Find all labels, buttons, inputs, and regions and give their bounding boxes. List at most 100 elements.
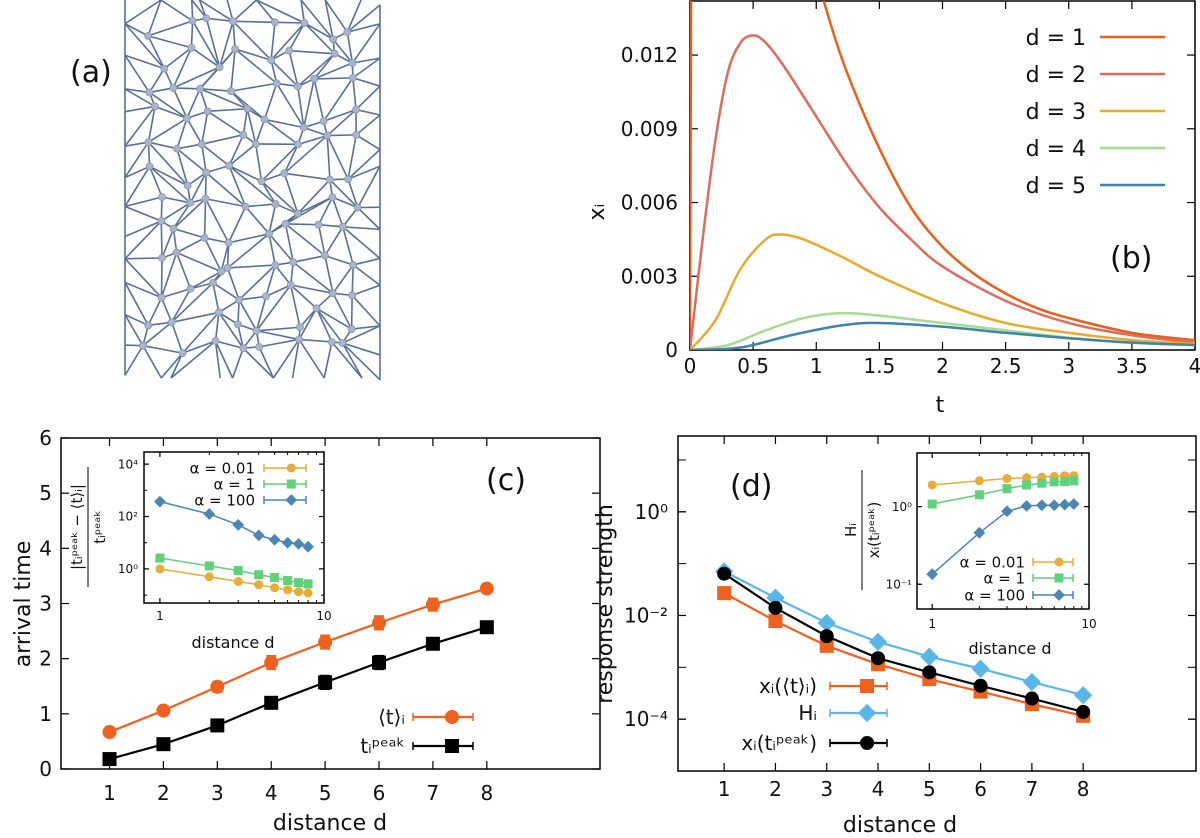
network-edge: [283, 134, 328, 174]
network-edge: [234, 48, 272, 61]
network-node: [215, 63, 224, 72]
network-edge: [332, 292, 353, 330]
series-group: [154, 495, 314, 598]
network-node: [229, 17, 237, 26]
y-tick-label: 10⁰: [892, 500, 912, 514]
data-point: [479, 620, 494, 635]
network-edge: [351, 264, 355, 296]
network-node: [252, 326, 261, 335]
data-point: [1020, 500, 1033, 512]
network-edge: [351, 294, 381, 327]
network-edge: [205, 197, 246, 208]
network-edge: [124, 345, 144, 376]
x-tick-label: 0: [684, 354, 697, 378]
network-edge: [347, 178, 359, 208]
y-axis-label: xᵢ: [585, 204, 610, 221]
data-point: [204, 561, 214, 571]
data-point: [102, 725, 117, 740]
network-edge: [124, 54, 165, 70]
network-edge: [293, 254, 326, 263]
network-edge: [176, 148, 189, 186]
network-node: [344, 175, 352, 183]
network-edge: [283, 144, 299, 174]
network-edge: [232, 21, 236, 50]
y-tick-label: 10⁴: [118, 457, 138, 471]
network-edge: [142, 321, 173, 347]
network-edge: [214, 312, 220, 342]
network-edge: [228, 165, 277, 205]
network-edge: [323, 108, 357, 123]
network-edge: [124, 88, 150, 94]
network-edge: [228, 165, 262, 182]
network-edge: [147, 20, 193, 37]
network-edge: [256, 329, 300, 341]
legend-marker: [1053, 589, 1065, 601]
network-node: [217, 267, 226, 276]
network-edge: [326, 108, 357, 137]
network-edge: [285, 223, 319, 226]
network-node: [183, 181, 192, 190]
network-edge: [352, 77, 381, 87]
network-edge: [203, 198, 207, 238]
network-node: [187, 43, 196, 52]
data-point: [819, 629, 834, 644]
network-edge: [124, 54, 151, 93]
network-node: [172, 248, 181, 257]
network-edge: [313, 53, 336, 80]
network-node: [255, 342, 264, 351]
data-point: [1067, 498, 1080, 510]
network-edge: [324, 0, 348, 33]
network-edge: [226, 267, 240, 301]
y-label-denominator: xᵢ(tᵢᵖᵉᵃᵏ): [865, 502, 883, 559]
network-edge: [352, 264, 381, 286]
y-tick-label: 4: [39, 536, 52, 560]
network-node: [211, 337, 220, 345]
network-edge: [214, 340, 234, 379]
network-edge: [352, 57, 381, 64]
network-edge: [207, 110, 244, 136]
network-edge: [147, 0, 162, 37]
network-node: [157, 217, 166, 225]
network-edge: [148, 91, 188, 119]
network-node: [157, 293, 166, 302]
network-node: [202, 14, 211, 23]
network-node: [348, 73, 357, 82]
x-tick-label: 1.5: [863, 354, 895, 378]
data-point: [264, 655, 279, 670]
data-point: [973, 526, 986, 539]
network-edge: [200, 111, 209, 145]
network-edge: [342, 207, 359, 228]
network-edge: [300, 0, 334, 40]
network-edge: [326, 135, 331, 180]
network-edge: [317, 224, 326, 256]
network-edge: [181, 311, 220, 354]
network-edge: [290, 284, 334, 295]
network-edge: [268, 233, 276, 266]
data-point: [1037, 478, 1047, 488]
network-edge: [264, 118, 299, 145]
network-edge: [172, 202, 192, 230]
data-point: [281, 536, 294, 549]
network-node: [325, 175, 334, 184]
data-point: [871, 651, 886, 666]
network-node: [328, 193, 337, 202]
network-edge: [171, 288, 192, 323]
network-edge: [265, 284, 292, 298]
network-node: [209, 278, 217, 287]
network-edge: [289, 284, 301, 328]
legend-marker: [860, 679, 875, 693]
network-node: [314, 220, 323, 229]
x-tick-label: 7: [1026, 777, 1039, 801]
network-edge: [148, 166, 163, 198]
network-node: [352, 130, 361, 139]
panel-a-label: (a): [70, 55, 112, 90]
network-edge: [324, 254, 354, 266]
network-node: [327, 338, 336, 346]
network-node: [338, 339, 347, 347]
network-edge: [242, 108, 249, 135]
network-edge: [288, 22, 306, 52]
data-point: [817, 613, 836, 632]
legend-marker: [1054, 557, 1064, 567]
chart-b: 0 0.5 1 1.5 2 2.5 3 3.5 4 0 0.003 0.006 0.009 0.012 t x…: [585, 0, 1200, 418]
legend-label: α = 100: [194, 491, 255, 509]
